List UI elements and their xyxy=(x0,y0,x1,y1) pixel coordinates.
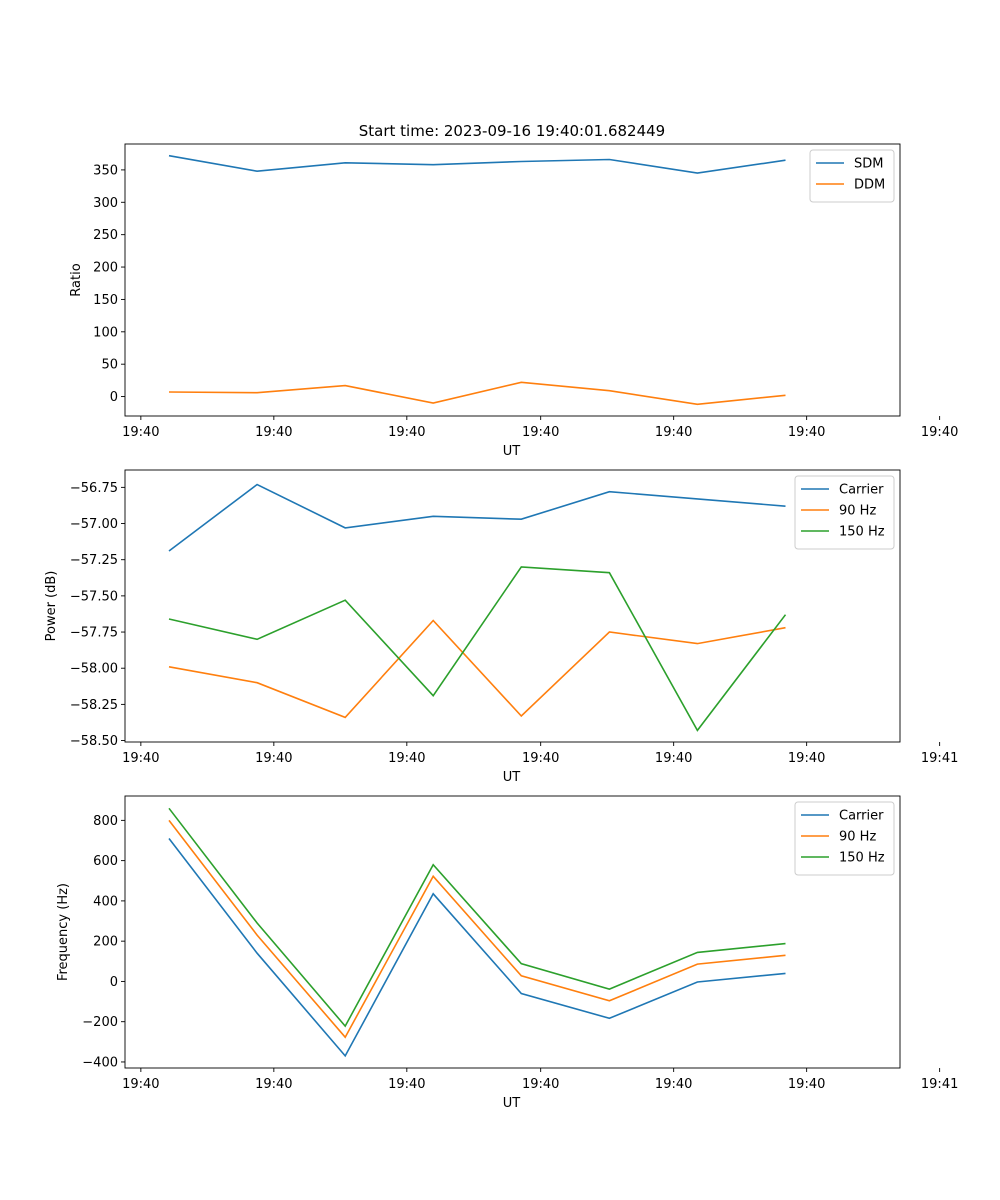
figure-title: Start time: 2023-09-16 19:40:01.682449 xyxy=(359,122,665,140)
x-tick-label: 19:40 xyxy=(655,751,692,766)
y-tick-label: 400 xyxy=(93,894,118,909)
y-tick-label: −58.25 xyxy=(70,698,118,713)
legend-label: Carrier xyxy=(839,483,884,498)
x-tick-label: 19:41 xyxy=(921,1077,958,1092)
x-tick-label: 19:40 xyxy=(255,751,292,766)
y-tick-label: 50 xyxy=(101,358,118,373)
series-line-150-hz xyxy=(168,807,786,1028)
series-line-150-hz xyxy=(168,566,787,732)
legend: SDM DDM xyxy=(809,149,895,203)
power-panel: −58.50 −58.25 −58.00 −57.75 −57.50 −57.25 −57.… xyxy=(44,469,958,785)
legend-label: SDM xyxy=(854,157,883,172)
y-tick-label: −57.00 xyxy=(70,517,118,532)
series-line-ddm xyxy=(168,381,786,406)
x-tick-label: 19:40 xyxy=(522,425,559,440)
y-tick-label: −200 xyxy=(82,1015,118,1030)
y-tick-label: −57.50 xyxy=(70,589,118,604)
series-line-90-hz xyxy=(168,819,786,1039)
x-axis-label: UT xyxy=(503,1096,521,1111)
plot-frame xyxy=(124,469,901,743)
x-tick-label: 19:40 xyxy=(255,1077,292,1092)
y-tick-label: 200 xyxy=(93,261,118,276)
x-tick-label: 19:40 xyxy=(388,1077,425,1092)
x-tick-label: 19:40 xyxy=(921,425,958,440)
y-tick-label: −57.75 xyxy=(70,626,118,641)
y-tick-label: 150 xyxy=(93,293,118,308)
x-tick-label: 19:40 xyxy=(788,751,825,766)
legend-label: 150 Hz xyxy=(839,525,885,540)
plot-frame xyxy=(124,795,901,1069)
legend-label: DDM xyxy=(854,178,885,193)
x-tick-label: 19:40 xyxy=(655,1077,692,1092)
x-tick-label: 19:40 xyxy=(255,425,292,440)
series-line-90-hz xyxy=(168,619,786,719)
x-tick-label: 19:41 xyxy=(921,751,958,766)
frequency-panel: −400 −200 0 200 400 600 800 19:40 19:40 19:40 19:4… xyxy=(56,795,958,1111)
y-tick-label: 200 xyxy=(93,935,118,950)
legend-label: Carrier xyxy=(839,809,884,824)
x-tick-label: 19:40 xyxy=(788,1077,825,1092)
legend-label: 150 Hz xyxy=(839,851,885,866)
y-axis-label: Ratio xyxy=(69,263,84,296)
y-tick-label: −56.75 xyxy=(70,481,118,496)
x-tick-label: 19:40 xyxy=(122,751,159,766)
series-line-sdm xyxy=(168,154,786,174)
y-tick-label: 800 xyxy=(93,814,118,829)
y-axis-label: Power (dB) xyxy=(44,571,59,642)
x-tick-label: 19:40 xyxy=(122,1077,159,1092)
y-tick-label: 300 xyxy=(93,196,118,211)
series-line-carrier xyxy=(168,483,786,552)
y-tick-label: 0 xyxy=(110,390,118,405)
x-tick-label: 19:40 xyxy=(655,425,692,440)
legend-label: 90 Hz xyxy=(839,830,876,845)
y-tick-label: −58.50 xyxy=(70,734,118,749)
x-axis-label: UT xyxy=(503,444,521,459)
y-tick-label: 600 xyxy=(93,854,118,869)
legend-label: 90 Hz xyxy=(839,504,876,519)
legend: Carrier 90 Hz 150 Hz xyxy=(794,801,895,876)
plot-frame xyxy=(124,143,901,417)
y-tick-label: −58.00 xyxy=(70,662,118,677)
y-tick-label: 0 xyxy=(110,975,118,990)
y-tick-label: 100 xyxy=(93,325,118,340)
y-tick-label: −400 xyxy=(82,1055,118,1070)
series-line-carrier xyxy=(168,838,786,1058)
x-tick-label: 19:40 xyxy=(122,425,159,440)
y-tick-label: 250 xyxy=(93,228,118,243)
y-tick-label: 350 xyxy=(93,163,118,178)
x-tick-label: 19:40 xyxy=(788,425,825,440)
legend: Carrier 90 Hz 150 Hz xyxy=(794,475,895,550)
y-tick-label: −57.25 xyxy=(70,553,118,568)
x-tick-label: 19:40 xyxy=(522,751,559,766)
y-axis-label: Frequency (Hz) xyxy=(56,883,71,981)
x-tick-label: 19:40 xyxy=(522,1077,559,1092)
x-tick-label: 19:40 xyxy=(388,751,425,766)
ratio-panel: 0 50 100 150 200 250 300 350 19:40 19:40 19:40 19:4… xyxy=(69,143,958,459)
x-tick-label: 19:40 xyxy=(388,425,425,440)
x-axis-label: UT xyxy=(503,770,521,785)
